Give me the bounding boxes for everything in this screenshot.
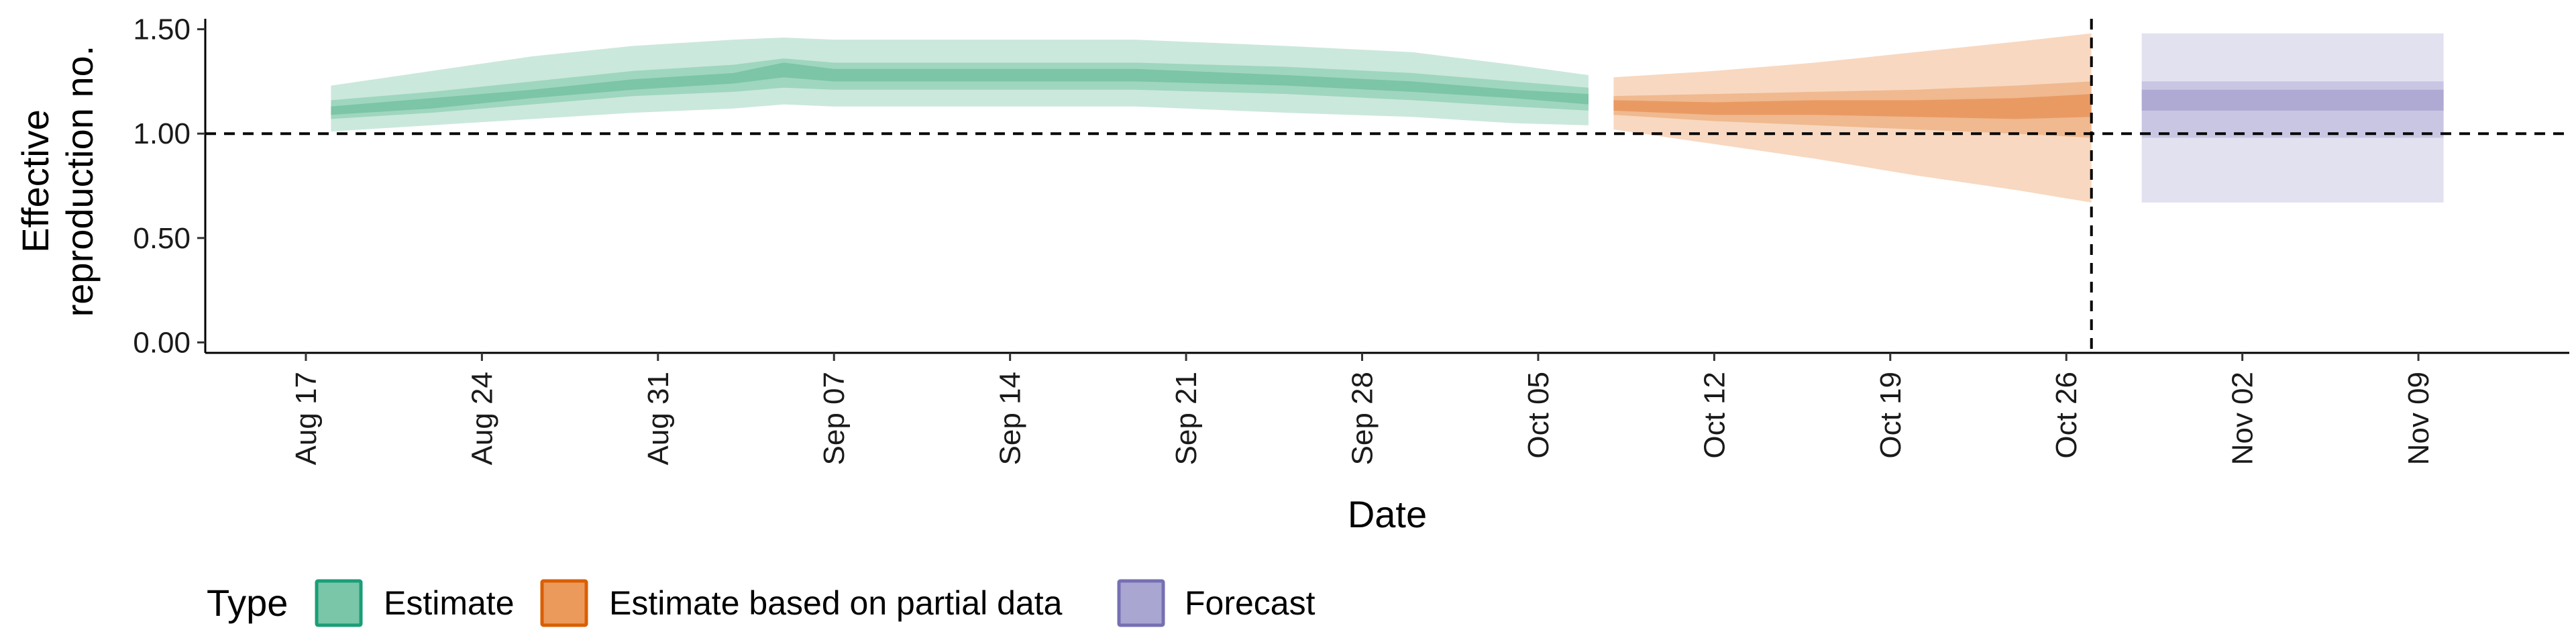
series-estimate — [331, 38, 1589, 132]
x-tick-label: Nov 09 — [2402, 372, 2435, 465]
y-axis-title-line-2: reproduction no. — [58, 46, 101, 317]
legend-item-forecast: Forecast — [1117, 579, 1316, 627]
x-tick-label: Aug 24 — [466, 372, 498, 465]
legend-item-partial-data: Estimate based on partial data — [540, 579, 1063, 627]
legend-item-estimate: Estimate — [315, 579, 515, 627]
y-tick-label: 0.50 — [133, 222, 191, 255]
band-20-forecast — [2141, 89, 2444, 111]
x-tick-label: Aug 31 — [642, 372, 675, 465]
x-tick-label: Sep 28 — [1346, 372, 1379, 465]
x-tick-label: Sep 07 — [818, 372, 851, 465]
y-axis-title: Effective reproduction no. — [14, 46, 101, 317]
x-tick-label: Nov 02 — [2226, 372, 2259, 465]
x-tick-label: Oct 12 — [1698, 372, 1731, 459]
y-tick-label: 1.00 — [133, 117, 191, 150]
legend-label-partial-data: Estimate based on partial data — [609, 584, 1063, 622]
x-tick-label: Aug 17 — [290, 372, 323, 465]
x-tick-label: Sep 21 — [1170, 372, 1203, 465]
band-50-estimate — [331, 58, 1589, 119]
legend: Type Estimate Estimate based on partial … — [207, 579, 1316, 627]
legend-swatch-partial-data — [540, 579, 588, 627]
band-20-estimate-based-on-partial-data — [1613, 94, 2092, 119]
series-bands — [331, 33, 2444, 203]
legend-label-estimate: Estimate — [384, 584, 515, 622]
x-tick-label: Oct 19 — [1874, 372, 1907, 459]
legend-swatch-estimate — [315, 579, 363, 627]
legend-label-forecast: Forecast — [1185, 584, 1316, 622]
band-20-estimate — [331, 62, 1589, 115]
y-axis-title-line-1: Effective — [14, 109, 56, 253]
x-tick-label: Oct 05 — [1522, 372, 1555, 459]
series-forecast — [2141, 33, 2444, 203]
legend-swatch-forecast — [1117, 579, 1165, 627]
x-tick-label: Sep 14 — [994, 372, 1027, 465]
x-axis-title: Date — [1348, 493, 1427, 535]
x-tick-label: Oct 26 — [2050, 372, 2083, 459]
axes: 0.00 0.50 1.00 1.50 Aug 17 Aug 24 Aug 31 Sep 07… — [133, 13, 2569, 465]
y-tick-label: 1.50 — [133, 13, 191, 46]
y-tick-label: 0.00 — [133, 326, 191, 359]
series-estimate-based-on-partial-data — [1613, 33, 2092, 203]
legend-title: Type — [207, 582, 288, 624]
